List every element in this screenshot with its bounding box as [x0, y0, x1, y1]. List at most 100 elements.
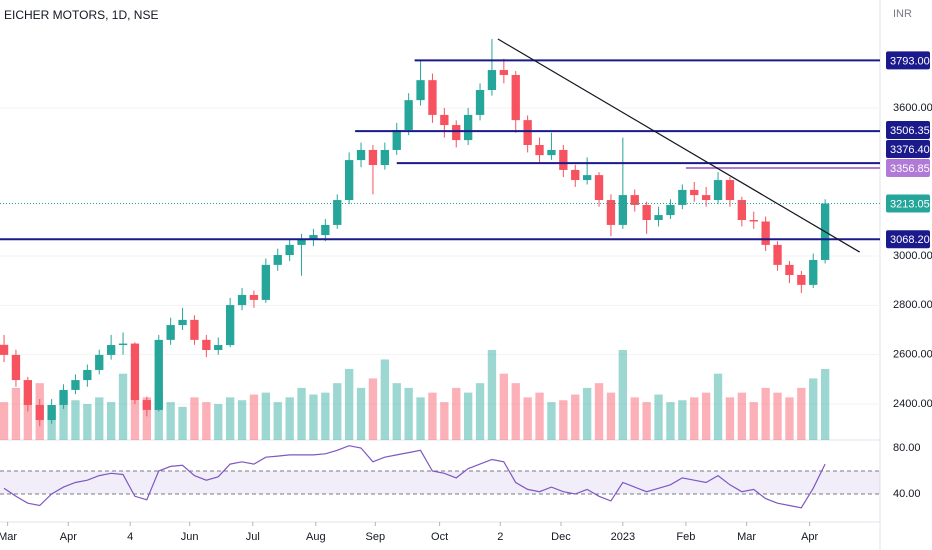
volume-bar: [487, 350, 497, 440]
volume-bar: [249, 394, 259, 440]
volume-bar: [535, 392, 544, 440]
candle-body: [333, 200, 342, 225]
candle-body: [225, 305, 235, 346]
candle-body: [23, 380, 33, 405]
x-tick-label: Dec: [551, 531, 571, 543]
volume-bar: [785, 397, 794, 440]
volume-bar: [0, 402, 9, 440]
candle-body: [321, 224, 330, 236]
rsi-line: [3, 445, 826, 509]
volume-bar: [582, 387, 592, 440]
candle-body: [630, 195, 639, 205]
volume-bar: [654, 394, 663, 440]
candle-body: [713, 180, 723, 201]
candle-body: [344, 160, 354, 201]
volume-bar: [725, 397, 735, 440]
candle-body: [202, 339, 211, 350]
candle-body: [130, 343, 140, 401]
candle-body: [166, 325, 175, 340]
y-tick-label: 2600.00: [893, 349, 932, 361]
candle-body: [809, 259, 818, 285]
volume-bar: [368, 378, 378, 440]
volume-bar: [428, 392, 437, 440]
x-tick-label: Jul: [246, 531, 260, 543]
volume-bar: [511, 383, 520, 440]
volume-bar: [690, 397, 699, 440]
x-tick-label: Apr: [60, 531, 77, 543]
volume-bar: [237, 400, 247, 440]
candle-body: [452, 125, 461, 141]
volume-bar: [214, 404, 223, 440]
rsi-tick-label: 40.00: [893, 488, 921, 500]
candle-body: [737, 200, 747, 220]
candle-body: [190, 319, 199, 340]
candle-body: [642, 204, 651, 220]
candle-body: [547, 149, 556, 156]
candle-body: [785, 264, 794, 275]
x-tick-label: Sep: [366, 531, 386, 543]
volume-bar: [59, 392, 68, 440]
y-tick-label: 2800.00: [893, 299, 932, 311]
volume-bar: [737, 392, 747, 440]
volume-bar: [797, 387, 806, 440]
currency-label: INR: [893, 8, 912, 20]
candle-body: [35, 404, 44, 421]
x-tick-label: Mar: [737, 531, 756, 543]
x-tick-label: 2023: [611, 531, 635, 543]
volume-bar: [713, 373, 723, 440]
volume-bar: [285, 397, 294, 440]
volume-bar: [701, 392, 711, 440]
volume-bar: [202, 402, 211, 440]
volume-bar: [559, 400, 568, 440]
candle-body: [690, 189, 699, 196]
price-label: 3213.05: [890, 198, 930, 210]
volume-bar: [297, 387, 306, 440]
candle-body: [654, 215, 663, 220]
candle-body: [666, 204, 675, 216]
candle-body: [83, 369, 92, 381]
volume-bar: [416, 397, 425, 440]
y-tick-label: 3600.00: [893, 102, 932, 114]
volume-bar: [71, 400, 80, 440]
volume-bar: [130, 392, 140, 440]
candle-body: [71, 380, 80, 390]
volume-bar: [154, 387, 163, 440]
volume-bar: [761, 387, 770, 440]
volume-bar: [606, 392, 616, 440]
volume-bar: [344, 368, 354, 440]
volume-bar: [475, 383, 485, 440]
volume-bar: [261, 392, 271, 440]
price-label-box: [886, 158, 930, 177]
candle-body: [11, 354, 21, 381]
volume-bar: [452, 387, 461, 440]
candle-body: [178, 319, 187, 326]
price-label: 3506.35: [890, 125, 930, 137]
x-tick-label: Apr: [801, 531, 818, 543]
candle-body: [428, 80, 437, 115]
y-tick-label: 2400.00: [893, 398, 932, 410]
candle-body: [749, 220, 758, 222]
x-tick-label: Oct: [431, 531, 448, 543]
volume-bar: [642, 402, 651, 440]
candle-body: [261, 264, 271, 300]
candle-body: [142, 400, 152, 410]
volume-bar: [23, 397, 33, 440]
volume-bar: [333, 383, 342, 440]
candle-body: [618, 195, 628, 225]
candle-body: [499, 70, 509, 75]
candle-body: [463, 114, 473, 141]
candle-body: [761, 221, 770, 245]
price-label-box: [886, 120, 930, 139]
volume-bar: [618, 350, 628, 440]
price-label-box: [886, 194, 930, 213]
price-label: 3356.85: [890, 163, 930, 175]
candle-body: [59, 389, 68, 405]
chart-title: EICHER MOTORS, 1D, NSE: [4, 8, 158, 22]
candle-body: [392, 129, 401, 150]
candle-body: [678, 189, 687, 205]
candle-body: [582, 175, 592, 181]
volume-bar: [499, 373, 509, 440]
volume-bar: [392, 383, 401, 440]
price-label: 3793.00: [890, 55, 930, 67]
volume-bar: [11, 387, 21, 440]
